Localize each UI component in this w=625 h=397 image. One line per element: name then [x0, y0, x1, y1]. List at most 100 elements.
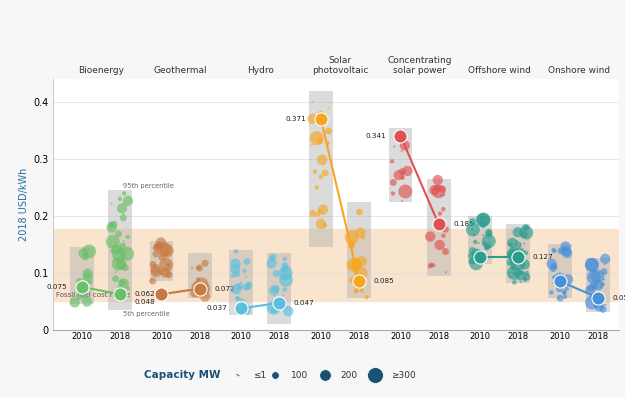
- Point: [554, 295, 564, 301]
- Point: [466, 252, 476, 259]
- Point: [112, 246, 122, 252]
- Point: [560, 293, 570, 300]
- Point: [481, 255, 491, 262]
- Point: [119, 190, 129, 197]
- Point: [355, 229, 365, 236]
- Point: [312, 184, 322, 191]
- Point: [562, 250, 572, 256]
- Point: [283, 264, 293, 271]
- Point: [505, 260, 515, 266]
- Point: [318, 112, 328, 118]
- Text: 95th percentile: 95th percentile: [123, 183, 174, 189]
- Point: [519, 261, 529, 268]
- Point: [116, 295, 126, 301]
- Point: [549, 247, 559, 253]
- Point: [400, 142, 410, 148]
- Point: [510, 270, 520, 277]
- Point: [116, 261, 126, 268]
- Point: [434, 188, 444, 195]
- Point: [402, 168, 412, 174]
- Point: [156, 239, 166, 246]
- Point: [522, 270, 532, 276]
- Point: [244, 280, 254, 287]
- Point: [117, 205, 127, 212]
- Point: [162, 250, 172, 256]
- Point: [434, 242, 444, 248]
- Point: [352, 288, 362, 294]
- Point: [551, 265, 561, 271]
- Point: [549, 280, 559, 286]
- Point: [508, 252, 518, 259]
- Text: ≥300: ≥300: [391, 371, 416, 380]
- Point: [552, 276, 562, 282]
- Point: [469, 232, 479, 238]
- Point: [280, 256, 290, 262]
- Point: [310, 168, 320, 175]
- Point: [587, 262, 597, 268]
- Point: [438, 186, 448, 193]
- Point: [347, 234, 357, 241]
- Point: [234, 283, 244, 289]
- Point: [509, 270, 519, 276]
- Point: [266, 255, 276, 261]
- Point: [148, 278, 158, 284]
- Point: [232, 372, 242, 378]
- Bar: [229, 250, 253, 315]
- Point: [278, 275, 288, 281]
- Point: [239, 297, 249, 303]
- Point: [283, 308, 293, 314]
- Text: 0.048: 0.048: [134, 299, 155, 305]
- Bar: [548, 244, 572, 298]
- Text: 100: 100: [291, 371, 308, 380]
- Point: [484, 230, 494, 237]
- Y-axis label: 2018 USD/kWh: 2018 USD/kWh: [19, 168, 29, 241]
- Point: [353, 281, 363, 287]
- Point: [281, 270, 291, 276]
- Point: [396, 133, 406, 139]
- Text: ≤1: ≤1: [253, 371, 266, 380]
- Point: [601, 302, 611, 308]
- Point: [347, 242, 357, 249]
- Point: [119, 238, 129, 244]
- Point: [266, 260, 276, 267]
- Point: [586, 285, 596, 291]
- Point: [508, 251, 518, 257]
- Point: [239, 268, 249, 274]
- Point: [72, 284, 82, 291]
- Point: [318, 206, 328, 213]
- Point: [482, 243, 492, 250]
- Point: [517, 270, 527, 276]
- Point: [151, 266, 161, 272]
- Point: [280, 304, 290, 310]
- Point: [594, 303, 604, 309]
- Point: [513, 254, 523, 260]
- Point: [279, 266, 289, 272]
- Point: [586, 287, 596, 293]
- Point: [354, 209, 364, 216]
- Point: [484, 238, 494, 244]
- Bar: [149, 241, 173, 281]
- Point: [195, 285, 205, 292]
- Point: [238, 306, 248, 312]
- Point: [192, 283, 202, 290]
- Point: [519, 261, 529, 268]
- Point: [354, 282, 364, 289]
- Point: [394, 172, 404, 178]
- Point: [521, 250, 531, 256]
- Point: [432, 185, 442, 191]
- Point: [428, 262, 438, 268]
- Point: [397, 198, 407, 204]
- Bar: [70, 247, 94, 304]
- Point: [271, 270, 281, 277]
- Point: [519, 231, 529, 238]
- Point: [509, 279, 519, 285]
- Point: [81, 254, 91, 260]
- Point: [108, 239, 118, 245]
- Text: 200: 200: [341, 371, 357, 380]
- Point: [547, 260, 557, 267]
- Point: [475, 254, 485, 260]
- Point: [589, 283, 599, 289]
- Point: [270, 372, 280, 378]
- Point: [425, 233, 435, 240]
- Text: Solar
photovoltaic: Solar photovoltaic: [312, 56, 368, 75]
